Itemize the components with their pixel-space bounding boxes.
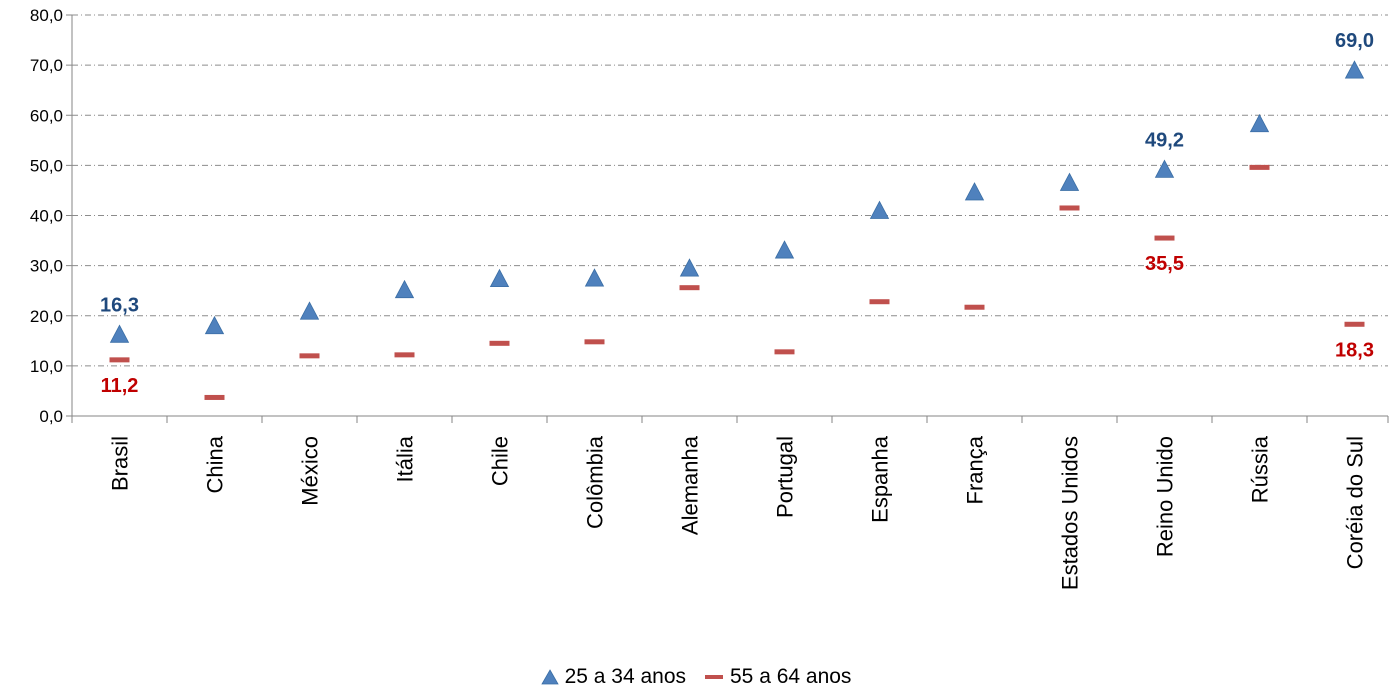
legend-label: 55 a 64 anos xyxy=(730,665,852,688)
dash-point xyxy=(584,339,605,345)
triangle-marker-icon xyxy=(540,669,559,685)
dash-point xyxy=(1249,164,1270,170)
data-label: 16,3 xyxy=(100,294,139,316)
y-tick-label: 20,0 xyxy=(30,307,63,326)
triangle-point xyxy=(109,324,130,343)
data-label: 49,2 xyxy=(1145,129,1184,151)
y-tick-label: 30,0 xyxy=(30,257,63,276)
dash-marker-icon xyxy=(705,675,723,679)
y-tick-label: 60,0 xyxy=(30,106,63,125)
data-label: 35,5 xyxy=(1145,253,1184,275)
y-tick-label: 40,0 xyxy=(30,207,63,226)
dash-point xyxy=(1154,235,1175,241)
y-tick-label: 10,0 xyxy=(30,357,63,376)
x-tick-label: Espanha xyxy=(868,435,893,523)
triangle-point xyxy=(869,200,890,219)
triangle-point xyxy=(679,258,700,277)
data-label: 18,3 xyxy=(1335,339,1374,361)
chart: 0,0 10,0 20,0 30,0 40,0 50,0 60,0 70,0 80,0 Bras… xyxy=(30,6,1389,590)
triangle-point xyxy=(394,279,415,299)
triangle-point xyxy=(299,301,320,320)
x-tick-label: Chile xyxy=(488,436,513,486)
data-labels: 16,3 49,2 69,0 11,2 35,5 18,3 xyxy=(100,30,1374,397)
y-axis: 0,0 10,0 20,0 30,0 40,0 50,0 60,0 70,0 80,0 xyxy=(30,6,73,426)
dash-point xyxy=(299,353,320,359)
triangle-point xyxy=(489,268,510,288)
x-tick-label: México xyxy=(298,436,323,506)
x-tick-label: Reino Unido xyxy=(1153,436,1178,557)
triangle-point xyxy=(1249,113,1270,133)
dash-point xyxy=(869,299,890,305)
x-tick-label: Portugal xyxy=(773,436,798,518)
x-tick-label: Estados Unidos xyxy=(1058,436,1083,590)
triangle-point xyxy=(1059,172,1080,191)
triangle-point xyxy=(964,182,985,201)
y-tick-label: 80,0 xyxy=(30,6,63,25)
y-tick-label: 0,0 xyxy=(39,407,63,426)
dash-point xyxy=(1344,321,1365,327)
triangle-point xyxy=(1344,60,1365,79)
x-tick-label: Alemanha xyxy=(678,435,703,535)
dash-point xyxy=(679,285,700,291)
data-label: 11,2 xyxy=(101,375,139,397)
legend-label: 25 a 34 anos xyxy=(564,665,686,688)
x-tick-label: Colômbia xyxy=(583,435,608,529)
legend-item-series-1: 25 a 34 anos xyxy=(540,665,686,689)
triangle-point xyxy=(584,268,605,287)
dash-point xyxy=(489,340,510,346)
x-tick-label: Itália xyxy=(393,435,418,482)
x-tick-label: França xyxy=(963,435,988,504)
x-tick-label: China xyxy=(203,435,228,493)
x-axis: Brasil China México Itália Chile Colômbia Alem… xyxy=(71,415,1389,590)
dash-point xyxy=(109,357,130,363)
y-tick-label: 70,0 xyxy=(30,56,63,75)
dash-point xyxy=(204,394,225,400)
dash-point xyxy=(394,352,415,358)
x-tick-label: Rússia xyxy=(1248,435,1273,503)
data-marks xyxy=(109,60,1365,400)
y-tick-label: 50,0 xyxy=(30,156,63,175)
triangle-point xyxy=(774,240,795,259)
x-tick-label: Brasil xyxy=(108,436,133,491)
x-tick-label: Coréia do Sul xyxy=(1343,436,1368,569)
dash-point xyxy=(774,349,795,355)
gridlines xyxy=(72,14,1388,367)
dash-point xyxy=(964,304,985,310)
legend-item-series-2: 55 a 64 anos xyxy=(704,665,851,689)
triangle-point xyxy=(1154,159,1175,178)
dash-point xyxy=(1059,205,1080,211)
legend: 25 a 34 anos 55 a 64 anos xyxy=(0,664,1392,690)
data-label: 69,0 xyxy=(1335,30,1374,52)
triangle-point xyxy=(204,315,225,335)
